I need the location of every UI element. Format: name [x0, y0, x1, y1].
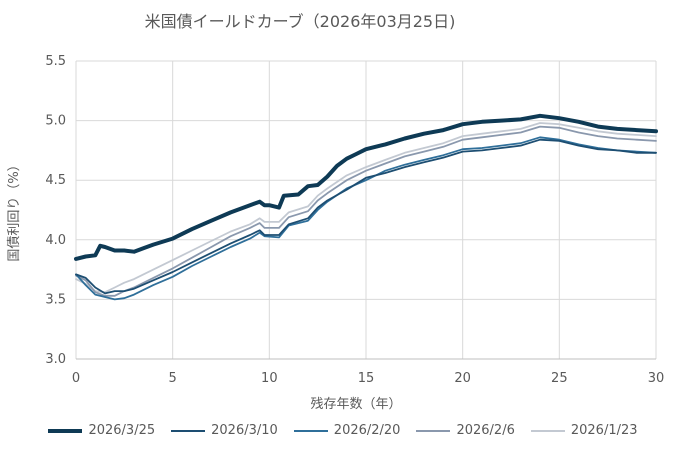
legend-swatch: [416, 429, 451, 432]
legend-item: 2026/3/10: [171, 423, 278, 438]
y-tick-label: 4.0: [45, 233, 66, 248]
legend-label: 2026/2/20: [333, 423, 401, 438]
series-line-4: [75, 122, 657, 294]
legend-item: 2026/3/25: [48, 423, 155, 438]
y-tick-label: 4.5: [45, 173, 66, 188]
legend-item: 2026/2/20: [293, 423, 401, 438]
y-tick-label: 5.0: [45, 114, 66, 129]
x-tick-label: 15: [358, 371, 375, 386]
chart-legend: 2026/3/25 2026/3/10 2026/2/20 2026/2/6 2026/…: [0, 423, 686, 438]
series-line-0: [74, 113, 658, 261]
legend-label: 2026/2/6: [456, 423, 515, 438]
series-line-3: [75, 125, 657, 297]
series-line-1: [75, 138, 657, 295]
legend-swatch: [530, 429, 565, 432]
x-tick-label: 10: [261, 371, 278, 386]
line-chart: 3.0 3.5 4.0 4.5 5.0 5.5 0 5 10 15 20 25 30 残存年数（年） 国…: [7, 54, 664, 412]
x-tick-label: 30: [648, 371, 665, 386]
series-lines: [74, 113, 658, 301]
legend-label: 2026/3/25: [88, 423, 156, 438]
legend-item: 2026/2/6: [416, 423, 515, 438]
legend-label: 2026/3/10: [211, 423, 278, 438]
chart-title: 米国債イールドカーブ（2026年03月25日): [144, 12, 456, 31]
x-tick-label: 25: [551, 371, 568, 386]
y-tick-label: 3.0: [45, 352, 66, 367]
y-axis-title: 国債利回り（%）: [7, 158, 22, 261]
x-tick-label: 20: [454, 371, 471, 386]
y-tick-label: 5.5: [45, 54, 66, 69]
grid-lines: [75, 60, 657, 360]
series-line-2: [75, 136, 657, 301]
x-axis-title: 残存年数（年）: [310, 397, 401, 412]
tick-labels: 3.0 3.5 4.0 4.5 5.0 5.5 0 5 10 15 20 25 30: [45, 54, 664, 386]
x-tick-label: 5: [169, 371, 177, 386]
y-tick-label: 3.5: [45, 292, 66, 307]
legend-label: 2026/1/23: [570, 423, 638, 438]
legend-swatch: [293, 429, 328, 432]
legend-swatch: [171, 429, 206, 432]
legend-swatch: [48, 428, 83, 433]
x-tick-label: 0: [72, 371, 80, 386]
legend-item: 2026/1/23: [530, 423, 638, 438]
